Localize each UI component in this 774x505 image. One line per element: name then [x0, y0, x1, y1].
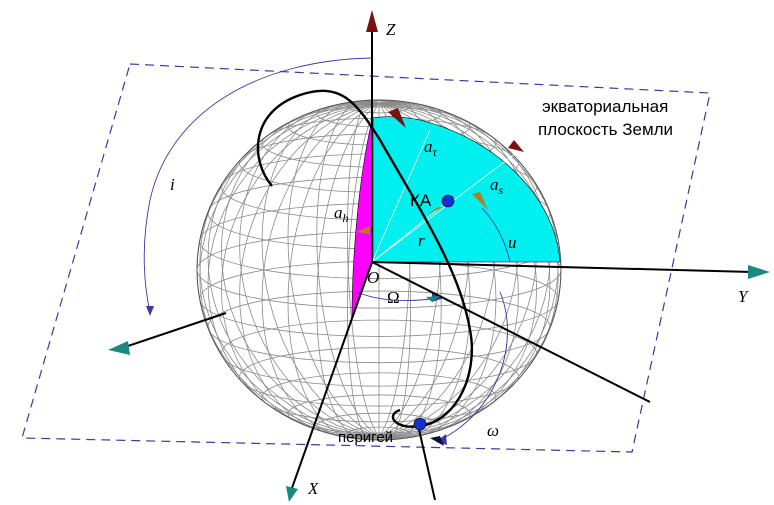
- vector-cones: [108, 10, 770, 502]
- a-s-label: as: [490, 175, 504, 197]
- radius-label: r: [418, 231, 425, 250]
- perigee-label: перигей: [338, 429, 393, 446]
- wire-meridian: [197, 103, 561, 437]
- origin-label: O: [367, 268, 379, 287]
- raan-label: Ω: [387, 288, 400, 307]
- a-s-base: a: [490, 175, 499, 194]
- axis-x-line: [291, 261, 373, 489]
- earth-outline: [196, 99, 562, 441]
- arg-latitude-label: u: [508, 233, 517, 252]
- plane-label-line2: плоскость Земли: [538, 120, 673, 139]
- apse-line: [417, 424, 436, 501]
- a-h-base: a: [334, 203, 343, 222]
- wire-meridian: [199, 103, 559, 437]
- raan-cone: [426, 296, 440, 302]
- a-tau-label: aτ: [424, 137, 438, 159]
- x-back-cone: [108, 341, 130, 355]
- x-axis-cone: [286, 486, 298, 502]
- axis-y-line: [371, 261, 753, 273]
- plane-label-line1: экваториальная: [542, 97, 668, 116]
- a-h-sub: h: [343, 211, 349, 225]
- inclination-label: i: [170, 175, 175, 194]
- a-s-cone: [472, 192, 488, 210]
- z-axis-cone: [366, 10, 378, 32]
- axis-z-label: Z: [386, 20, 396, 39]
- perigee-point: [413, 417, 427, 431]
- spacecraft-point: [441, 194, 455, 208]
- axis-x-label: X: [307, 479, 319, 498]
- axis-x-back-line: [121, 312, 227, 349]
- a-tau-cone: [388, 108, 406, 128]
- arg-perigee-label: ω: [487, 421, 499, 440]
- a-tau-base: a: [424, 137, 433, 156]
- inclination-arrowhead: [146, 306, 154, 316]
- node-line: [371, 261, 651, 403]
- spacecraft-label: КА: [410, 191, 432, 210]
- y-axis-cone: [748, 265, 770, 279]
- inclination-arc: [143, 57, 373, 313]
- arg-latitude-arc: [481, 207, 511, 263]
- perigee-cone: [430, 436, 444, 446]
- ka-radial-cone: [428, 206, 444, 215]
- axis-y-label: Y: [738, 287, 749, 306]
- equatorial-plane: [21, 63, 711, 453]
- a-h-label: ah: [334, 203, 349, 225]
- a-h-cone: [356, 226, 370, 234]
- a-s-sub: s: [499, 183, 504, 197]
- a-tau-sub: τ: [433, 145, 438, 159]
- axes: [121, 28, 753, 501]
- arg-perigee-arc: [439, 291, 508, 441]
- a-s-cone-top: [508, 140, 524, 152]
